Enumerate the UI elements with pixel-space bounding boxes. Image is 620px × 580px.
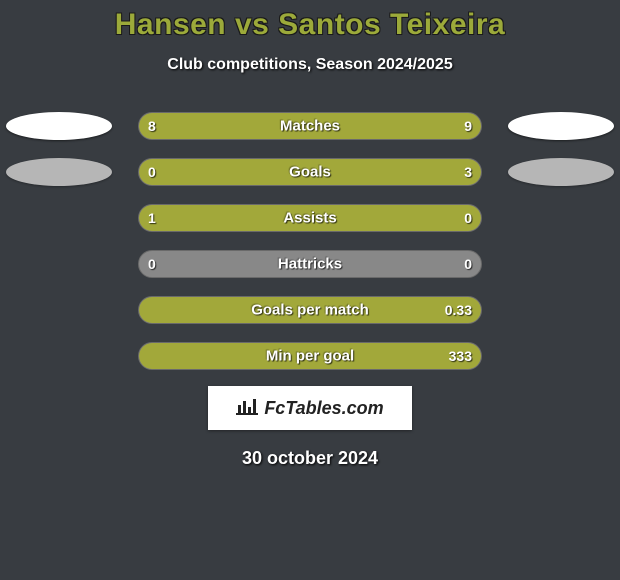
bar-left-fill <box>139 113 300 139</box>
stat-label: Matches <box>280 118 340 135</box>
stat-value-left: 0 <box>148 256 156 272</box>
stat-value-right: 3 <box>464 164 472 180</box>
chart-icon <box>236 397 258 420</box>
page-subtitle: Club competitions, Season 2024/2025 <box>0 56 620 74</box>
stat-row: Matches 8 9 <box>0 112 620 140</box>
stat-label: Goals per match <box>251 302 369 319</box>
bar-track: Goals <box>138 158 482 186</box>
bar-track: Assists <box>138 204 482 232</box>
stat-value-right: 0 <box>464 210 472 226</box>
stat-value-right: 9 <box>464 118 472 134</box>
stat-value-right: 0 <box>464 256 472 272</box>
stat-row: Assists 1 0 <box>0 204 620 232</box>
stat-row: Min per goal 333 <box>0 342 620 370</box>
stat-label: Hattricks <box>278 256 342 273</box>
player-badge-right <box>508 158 614 186</box>
player-badge-right <box>508 112 614 140</box>
bar-track: Min per goal <box>138 342 482 370</box>
player-badge-left <box>6 112 112 140</box>
bar-track: Matches <box>138 112 482 140</box>
stat-rows: Matches89Goals03Assists10Hattricks00Goal… <box>0 112 620 370</box>
stat-value-left: 1 <box>148 210 156 226</box>
bar-track: Hattricks <box>138 250 482 278</box>
logo-text: FcTables.com <box>264 398 383 419</box>
date-label: 30 october 2024 <box>0 448 620 469</box>
stat-label: Min per goal <box>266 348 354 365</box>
stat-label: Goals <box>289 164 331 181</box>
bar-track: Goals per match <box>138 296 482 324</box>
page-title: Hansen vs Santos Teixeira <box>0 8 620 42</box>
stat-label: Assists <box>283 210 336 227</box>
stat-row: Goals 0 3 <box>0 158 620 186</box>
stat-value-right: 333 <box>449 348 472 364</box>
stat-value-right: 0.33 <box>445 302 472 318</box>
stat-row: Hattricks 0 0 <box>0 250 620 278</box>
player-badge-left <box>6 158 112 186</box>
stat-row: Goals per match 0.33 <box>0 296 620 324</box>
stat-value-left: 8 <box>148 118 156 134</box>
stat-value-left: 0 <box>148 164 156 180</box>
comparison-infographic: Hansen vs Santos Teixeira Club competiti… <box>0 0 620 580</box>
logo-box: FcTables.com <box>208 386 412 430</box>
